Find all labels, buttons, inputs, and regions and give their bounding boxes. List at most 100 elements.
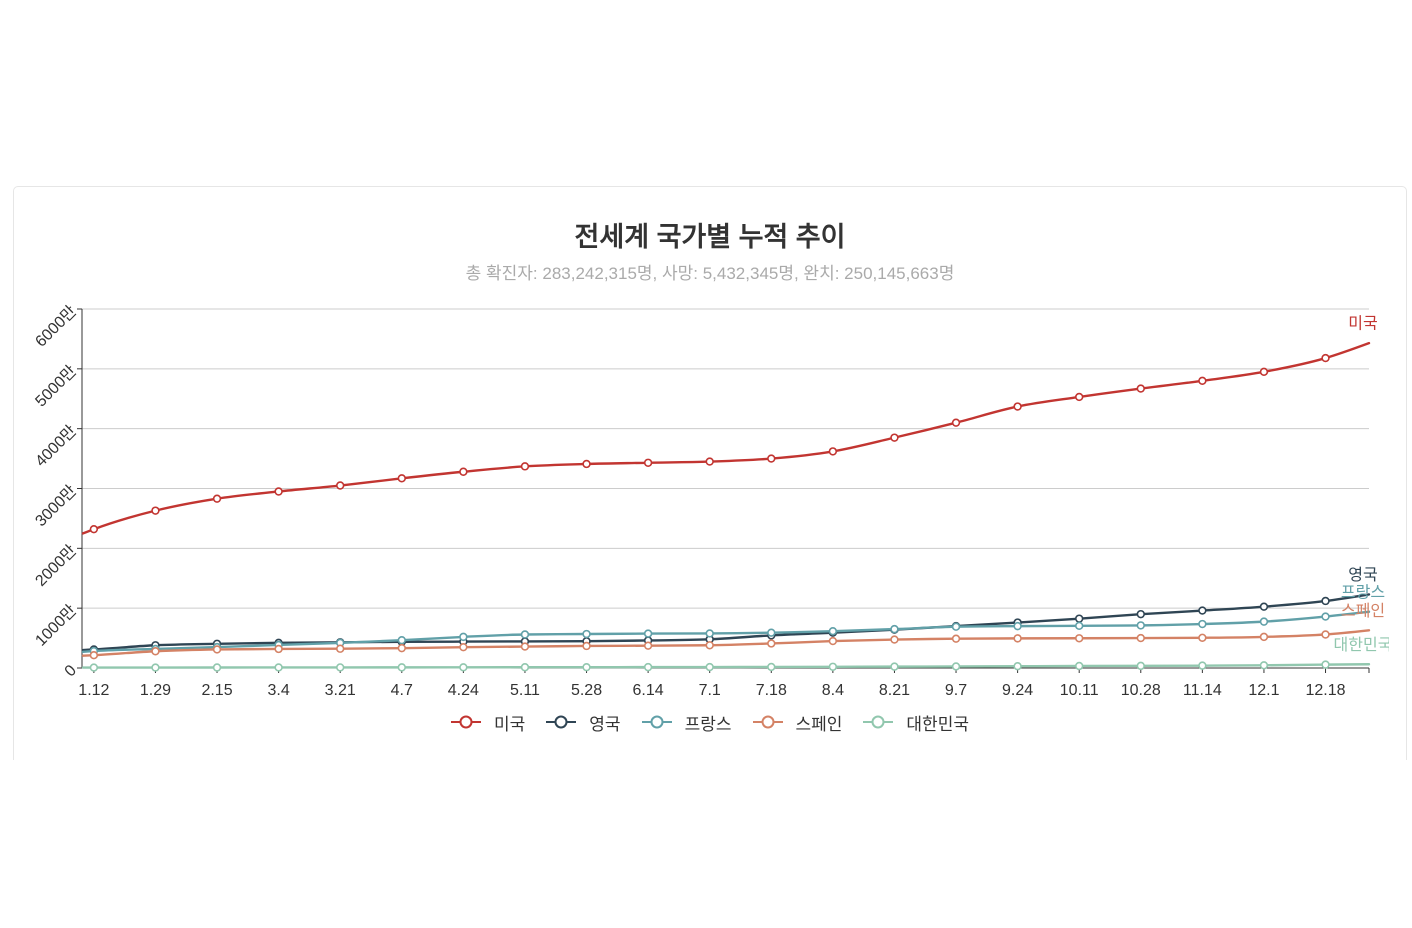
data-point-marker	[1259, 602, 1269, 611]
x-tick-label: 8.21	[879, 682, 910, 699]
legend-label: 영국	[589, 714, 621, 734]
data-point-marker	[520, 642, 530, 651]
x-tick-label: 4.7	[391, 682, 413, 699]
legend-item[interactable]: 미국	[451, 710, 525, 735]
data-point-marker	[1321, 612, 1330, 621]
data-point-marker	[1013, 402, 1022, 411]
data-point-marker	[582, 629, 591, 639]
series-group	[81, 660, 1371, 672]
series-line	[81, 341, 1371, 535]
x-tick-label: 7.18	[756, 682, 787, 699]
chart-title: 전세계 국가별 누적 추이	[574, 222, 846, 252]
legend-label: 대한민국	[906, 714, 969, 734]
x-tick-label: 5.11	[510, 682, 540, 699]
series-group	[81, 341, 1371, 535]
data-point-marker	[1074, 621, 1084, 631]
data-point-marker	[1136, 609, 1145, 619]
y-tick-label: 0	[62, 662, 80, 680]
data-point-marker	[336, 644, 345, 653]
legend-item[interactable]: 스페인	[752, 710, 843, 735]
data-point-marker	[1321, 660, 1330, 669]
grid-lines	[82, 308, 1369, 609]
data-point-marker	[643, 641, 653, 650]
x-tick-label: 4.24	[448, 682, 479, 699]
data-point-marker	[643, 458, 653, 467]
x-tick-label: 3.21	[325, 682, 356, 699]
data-point-marker	[274, 644, 283, 654]
data-point-marker	[520, 663, 530, 672]
data-point-marker	[828, 636, 838, 646]
data-point-marker	[1136, 621, 1145, 630]
series-end-label: 프랑스	[1341, 583, 1385, 601]
data-point-marker	[151, 663, 160, 672]
data-point-marker	[582, 641, 591, 651]
series-lines	[81, 341, 1371, 672]
legend-item[interactable]: 영국	[546, 710, 621, 735]
data-point-marker	[705, 457, 714, 466]
data-point-marker	[582, 662, 591, 672]
data-point-marker	[951, 662, 961, 671]
x-tick-label: 9.24	[1002, 682, 1033, 699]
data-point-marker	[212, 663, 222, 672]
legend-label: 프랑스	[684, 714, 732, 734]
line-chart: 0 1000만 2000만 3000만 4000만 5000만 6000만 1.12 1.29 2…	[32, 302, 1389, 699]
data-point-marker	[582, 459, 591, 469]
data-point-marker	[212, 645, 222, 654]
x-tick-label: 10.11	[1060, 682, 1099, 699]
data-point-marker	[1198, 633, 1207, 642]
legend-item[interactable]: 프랑스	[641, 710, 732, 735]
data-point-marker	[1259, 367, 1269, 377]
data-point-marker	[1198, 619, 1207, 629]
data-point-marker	[89, 524, 99, 534]
data-point-marker	[767, 639, 776, 648]
x-tick-label: 12.18	[1306, 682, 1346, 699]
data-point-marker	[89, 663, 99, 672]
legend-line-circle-icon	[546, 715, 577, 729]
data-point-marker	[459, 642, 468, 652]
legend-icon-circle	[761, 715, 774, 729]
data-point-marker	[1136, 661, 1145, 671]
x-tick-label: 1.12	[78, 682, 109, 699]
x-tick-label: 12.1	[1248, 682, 1279, 699]
legend-label: 미국	[494, 714, 526, 734]
data-point-marker	[397, 474, 406, 483]
data-point-marker	[1074, 614, 1084, 623]
legend-line-circle-icon	[641, 715, 672, 729]
data-point-marker	[705, 662, 714, 672]
data-point-marker	[459, 632, 468, 642]
data-point-marker	[336, 663, 345, 672]
chart-legend: 미국 영국 프랑스 스페인 대한민국	[14, 709, 1406, 735]
x-tick-label: 6.14	[633, 682, 664, 699]
data-point-marker	[1013, 621, 1022, 631]
data-point-marker	[1321, 630, 1330, 639]
data-point-marker	[951, 622, 961, 631]
series-end-label: 대한민국	[1334, 636, 1389, 654]
data-point-marker	[1259, 661, 1269, 670]
legend-item[interactable]: 대한민국	[863, 710, 969, 735]
chart-subtitle: 총 확진자: 283,242,315명, 사망: 5,432,345명, 완치:…	[465, 264, 955, 283]
y-tick-label: 3000만	[32, 482, 81, 531]
series-end-label: 미국	[1348, 315, 1377, 333]
y-tick-label: 2000만	[32, 541, 81, 590]
data-point-marker	[1074, 661, 1084, 671]
x-tick-label: 5.28	[571, 682, 602, 699]
data-point-marker	[1136, 633, 1145, 643]
series-end-label: 영국	[1348, 566, 1377, 584]
data-point-marker	[89, 650, 99, 660]
legend-label: 스페인	[795, 714, 843, 734]
data-point-marker	[1259, 617, 1269, 626]
data-point-marker	[1013, 634, 1022, 643]
data-point-marker	[1321, 353, 1330, 363]
y-tick-label: 4000만	[32, 422, 81, 471]
legend-line-circle-icon	[863, 715, 894, 729]
legend-icon-circle	[459, 715, 473, 729]
data-point-marker	[890, 433, 899, 442]
data-point-marker	[767, 628, 776, 637]
y-tick-label: 6000만	[32, 302, 81, 351]
data-point-marker	[705, 629, 714, 638]
y-tick-label: 5000만	[32, 362, 81, 411]
x-tick-label: 11.14	[1183, 682, 1222, 699]
x-tick-label: 7.1	[699, 682, 721, 699]
data-point-marker	[951, 418, 961, 427]
